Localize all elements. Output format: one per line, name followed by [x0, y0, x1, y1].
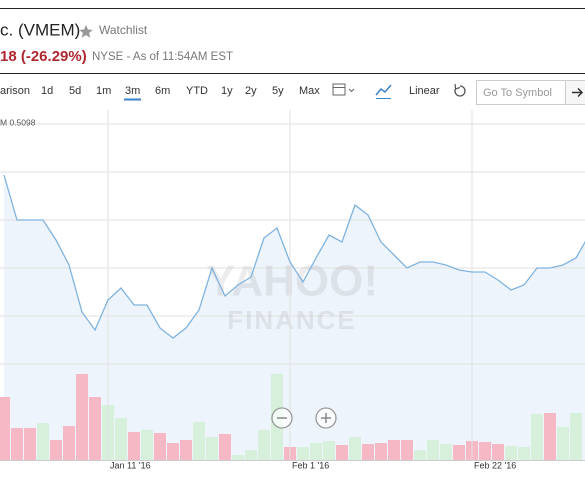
volume-bar: [128, 432, 140, 460]
volume-bar: [206, 437, 218, 460]
range-button[interactable]: YTD: [186, 85, 208, 97]
scale-toggle[interactable]: Linear: [409, 85, 440, 97]
volume-bar: [219, 434, 231, 460]
quote-title: c. (VMEM): [0, 20, 80, 39]
watermark: FINANCE: [227, 305, 357, 335]
volume-bar: [50, 440, 62, 460]
volume-bar: [401, 440, 413, 460]
chart-type-icon[interactable]: [375, 84, 392, 96]
volume-bar: [544, 413, 556, 460]
toolbar: arison 1d 5d 1m 3m 6m YTD 1y 2y 5y Max Linear: [0, 85, 440, 101]
volume-bar: [11, 428, 23, 460]
volume-bar: [115, 418, 127, 460]
volume-bar: [479, 442, 491, 460]
volume-bar: [440, 444, 452, 460]
volume-bar: [570, 413, 582, 460]
zoom-icon: [321, 413, 331, 423]
volume-bar: [505, 446, 517, 460]
volume-bar: [89, 397, 101, 460]
x-tick-label: Jan 11 '16: [110, 460, 151, 470]
range-button: arison: [0, 85, 30, 97]
star-icon[interactable]: [79, 25, 93, 38]
price-area: [4, 175, 585, 460]
range-button[interactable]: 6m: [155, 85, 170, 97]
volume-bar: [24, 428, 36, 460]
volume-bar: [375, 443, 387, 460]
volume-bar: [531, 414, 543, 460]
price-line: [3, 174, 585, 339]
volume-bar: [258, 430, 270, 460]
dropdown-caret[interactable]: [348, 88, 355, 93]
symbol-input[interactable]: [476, 80, 566, 105]
range-button[interactable]: 2y: [245, 85, 257, 97]
range-button[interactable]: Max: [299, 85, 320, 97]
volume-bar: [180, 440, 192, 460]
range-button[interactable]: 5y: [272, 85, 284, 97]
volume-bar: [37, 423, 49, 460]
x-tick-label: Feb 22 '16: [474, 460, 516, 470]
volume-bar: [362, 444, 374, 460]
volume-bar: [427, 440, 439, 460]
volume-bar: [414, 450, 426, 460]
volume-bar: [0, 397, 10, 460]
volume-bar: [63, 426, 75, 460]
volume-bar: [245, 450, 257, 460]
volume-bar: [141, 430, 153, 460]
volume-bar: [336, 445, 348, 460]
volume-bar: [349, 437, 361, 460]
volume-bar: [193, 422, 205, 460]
price-change: 18 (-26.29%): [0, 48, 87, 65]
go-arrow: [572, 87, 584, 98]
volume-bar: [232, 455, 244, 460]
volume-bar: [76, 374, 88, 460]
volume-bar: [453, 445, 465, 460]
x-tick-label: Feb 1 '16: [292, 460, 329, 470]
volume-bar: [518, 447, 530, 460]
exchange-info: NYSE - As of 11:54AM EST: [92, 51, 233, 63]
reset-icon[interactable]: [454, 85, 466, 97]
calendar-icon[interactable]: [332, 83, 346, 96]
volume-bar: [388, 440, 400, 460]
volume-bar: [323, 441, 335, 460]
volume-bar: [557, 427, 569, 460]
y-tick-label: M 0.5098: [0, 117, 36, 127]
range-button[interactable]: 5d: [69, 85, 81, 97]
volume-bar: [310, 443, 322, 460]
range-button[interactable]: 1d: [41, 85, 53, 97]
range-button[interactable]: 1y: [221, 85, 233, 97]
volume-bar: [167, 443, 179, 460]
range-button[interactable]: 1m: [96, 85, 111, 97]
watchlist-link[interactable]: Watchlist: [99, 23, 148, 37]
volume-bar: [297, 447, 309, 460]
range-button[interactable]: 3m: [125, 85, 140, 97]
volume-bar: [154, 433, 166, 460]
reset-arrow: [454, 83, 461, 90]
symbol-placeholder: Go To Symbol: [483, 87, 552, 99]
volume-bar: [492, 444, 504, 460]
